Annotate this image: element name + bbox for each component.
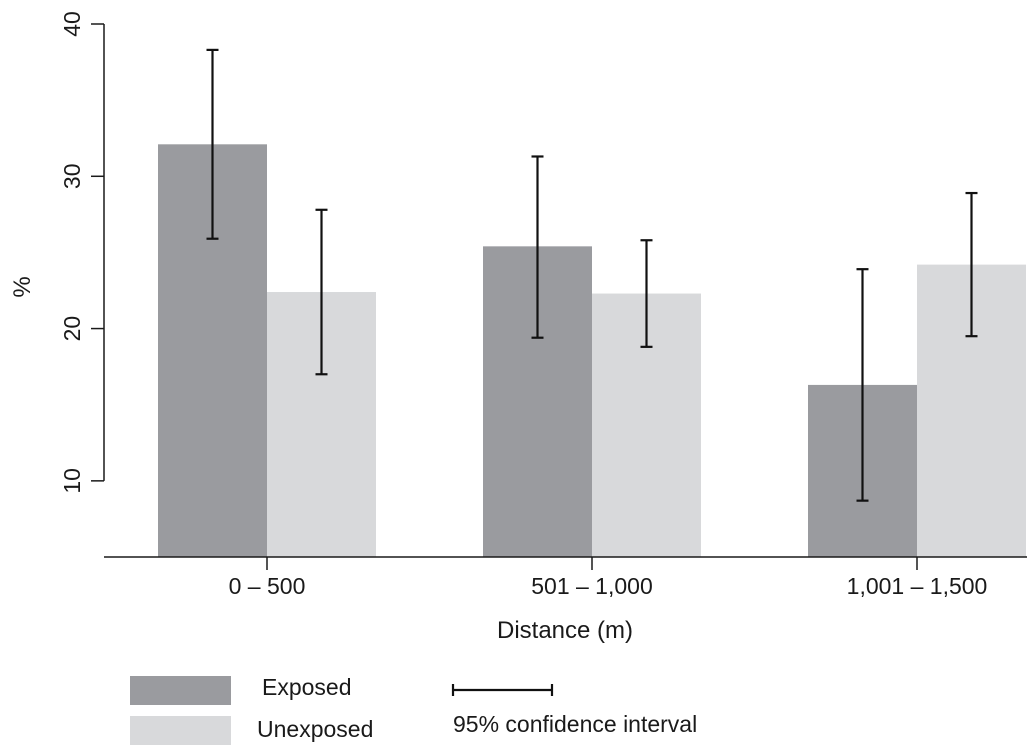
y-tick-label: 20	[59, 316, 85, 342]
y-tick-label: 40	[59, 11, 85, 37]
error-bar-exposed-3	[856, 268, 869, 502]
legend-ci-symbol	[451, 684, 554, 696]
legend-label-exposed: Exposed	[262, 674, 352, 700]
y-axis: 10 20 30 40	[59, 11, 105, 494]
x-tick-label: 0 – 500	[229, 573, 306, 599]
y-tick-label: 10	[59, 468, 85, 494]
error-bar-unexposed-3	[965, 191, 978, 338]
plot-area	[158, 48, 1026, 557]
x-axis: 0 – 500 501 – 1,000 1,001 – 1,500	[104, 556, 1027, 599]
x-tick-label: 501 – 1,000	[531, 573, 653, 599]
error-bar-unexposed-2	[640, 239, 653, 348]
x-tick-label: 1,001 – 1,500	[847, 573, 988, 599]
legend-swatch-exposed	[130, 676, 231, 705]
error-bar-exposed-2	[531, 155, 544, 339]
legend-label-unexposed: Unexposed	[257, 716, 373, 742]
error-bar-exposed-1	[206, 48, 219, 240]
legend-swatch-unexposed	[130, 716, 231, 745]
legend-label-ci: 95% confidence interval	[453, 711, 697, 737]
legend: Exposed Unexposed 95% confidence interva…	[130, 674, 697, 745]
x-axis-label: Distance (m)	[497, 617, 633, 644]
error-bar-unexposed-1	[315, 208, 328, 376]
y-tick-label: 30	[59, 163, 85, 189]
y-axis-label: %	[9, 276, 36, 297]
